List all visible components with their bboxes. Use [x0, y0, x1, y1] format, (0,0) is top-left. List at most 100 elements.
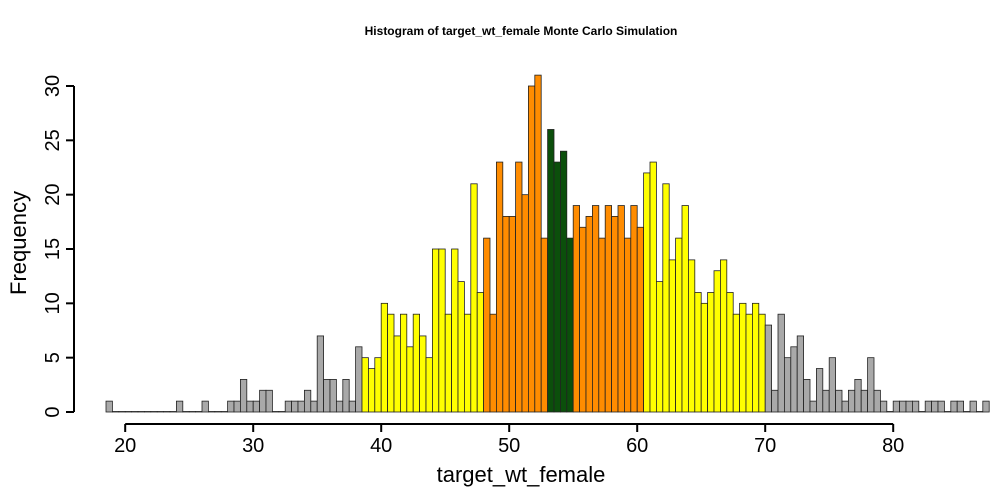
histogram-bar — [560, 150, 568, 413]
histogram-bar — [822, 389, 830, 413]
histogram-bar — [425, 357, 433, 413]
histogram-bar — [598, 237, 606, 413]
histogram-bar — [944, 411, 952, 413]
histogram-bar — [592, 205, 600, 413]
histogram-bar — [137, 411, 145, 413]
histogram-bar — [726, 292, 734, 413]
histogram-bar — [278, 411, 286, 413]
histogram-bar — [233, 400, 241, 413]
histogram-bar — [835, 389, 843, 413]
histogram-bar — [566, 237, 574, 413]
histogram-bar — [323, 378, 331, 413]
x-tick-label: 80 — [882, 435, 904, 457]
histogram-bar — [303, 389, 312, 413]
histogram-bar — [956, 400, 965, 413]
histogram-bar — [611, 215, 619, 413]
histogram-bar — [438, 248, 446, 413]
histogram-bar — [777, 313, 785, 413]
histogram-bar — [624, 237, 632, 413]
histogram-bar — [899, 400, 907, 413]
x-tick-label: 20 — [114, 435, 136, 457]
histogram-bar — [700, 302, 709, 413]
histogram-bar — [649, 161, 657, 413]
histogram-bar — [982, 400, 990, 413]
histogram-bar — [214, 411, 222, 413]
histogram-bar — [508, 215, 517, 413]
chart-title: Histogram of target_wt_female Monte Carl… — [365, 24, 678, 38]
histogram-bar — [412, 313, 421, 413]
histogram-bar — [790, 346, 798, 413]
histogram-bar — [124, 411, 132, 413]
histogram-bar — [745, 313, 753, 413]
histogram-bar — [143, 411, 152, 413]
histogram-bar — [387, 313, 395, 413]
histogram-bar — [470, 183, 478, 413]
histogram-bar — [227, 400, 235, 413]
histogram-bar — [752, 302, 760, 413]
y-axis-label: Frequency — [6, 191, 31, 295]
histogram-bar — [495, 161, 504, 413]
histogram-bar — [291, 400, 299, 413]
histogram-bar — [816, 368, 824, 413]
histogram-bar — [758, 313, 766, 413]
histogram-bar — [431, 248, 440, 413]
histogram-bar — [112, 411, 120, 413]
histogram-bar — [297, 400, 305, 413]
histogram-bar — [528, 85, 536, 413]
histogram-bar — [809, 400, 817, 413]
histogram-bar — [540, 237, 549, 413]
histogram-bar — [182, 411, 190, 413]
histogram-bar — [239, 378, 248, 413]
histogram-bar — [656, 281, 664, 413]
histogram-bar — [572, 205, 581, 413]
y-tick-label: 0 — [42, 406, 64, 417]
histogram-bar — [585, 215, 593, 413]
histogram-bar — [399, 313, 408, 413]
x-axis: 20 30 40 50 60 70 80 — [114, 423, 904, 457]
histogram-bar — [316, 335, 325, 413]
histogram-bar — [463, 313, 472, 413]
histogram-bar — [771, 389, 779, 413]
histogram-bar — [457, 281, 465, 413]
x-tick-label: 40 — [370, 435, 392, 457]
histogram-bar — [361, 357, 369, 413]
histogram-bar — [367, 368, 376, 413]
histogram-bar — [150, 411, 158, 413]
histogram-bar — [912, 400, 920, 413]
histogram-bar — [796, 335, 805, 413]
y-tick-label: 10 — [42, 292, 64, 314]
histogram-bar — [880, 400, 888, 413]
histogram-bar — [950, 400, 958, 413]
histogram-bar — [643, 172, 651, 413]
histogram-bar — [848, 389, 856, 413]
histogram-bar — [630, 205, 638, 413]
histogram-bar — [335, 400, 344, 413]
histogram-bar — [707, 292, 715, 413]
histogram-bar — [246, 400, 254, 413]
histogram-bar — [451, 248, 459, 413]
histogram-bar — [931, 400, 939, 413]
histogram-bar — [201, 400, 209, 413]
histogram-bar — [617, 205, 625, 413]
histogram-bar — [636, 226, 645, 413]
histogram-bar — [867, 357, 875, 413]
histogram-bar — [175, 400, 184, 413]
histogram-bar — [976, 411, 984, 413]
histogram-bar — [380, 302, 389, 413]
histogram-bar — [732, 313, 741, 413]
histogram-bar — [764, 324, 773, 413]
histogram-bar — [579, 226, 587, 413]
x-tick-label: 30 — [242, 435, 264, 457]
histogram-bar — [784, 357, 792, 413]
histogram-bar — [207, 411, 216, 413]
histogram-bar — [220, 411, 228, 413]
histogram-bar — [444, 313, 453, 413]
histogram-bar — [860, 389, 869, 413]
histogram-bar — [195, 411, 203, 413]
histogram-bar — [329, 378, 337, 413]
y-tick-label: 30 — [42, 75, 64, 97]
histogram-bar — [502, 215, 510, 413]
histogram-bar — [547, 129, 555, 413]
histogram-bar — [259, 389, 267, 413]
